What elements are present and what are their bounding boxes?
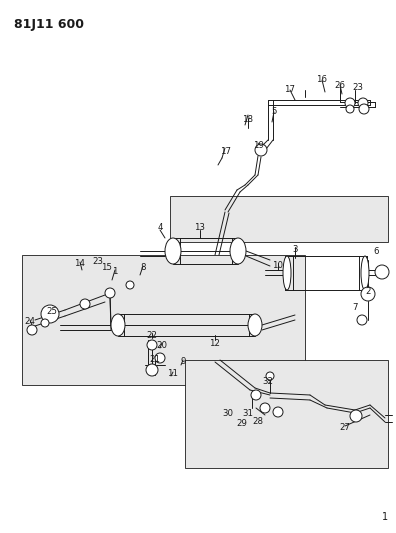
Polygon shape [185, 360, 388, 468]
Text: 18: 18 [242, 116, 253, 125]
Circle shape [41, 305, 59, 323]
Text: 23: 23 [93, 257, 103, 266]
Text: 21: 21 [150, 356, 160, 365]
Circle shape [255, 144, 267, 156]
Text: 1: 1 [112, 268, 118, 277]
Text: 3: 3 [292, 245, 298, 254]
Circle shape [266, 372, 274, 380]
Text: 7: 7 [352, 303, 358, 312]
Circle shape [155, 353, 165, 363]
Circle shape [80, 299, 90, 309]
Circle shape [375, 265, 389, 279]
Text: 10: 10 [272, 261, 284, 270]
Polygon shape [22, 255, 305, 385]
Text: 14: 14 [74, 260, 86, 269]
Circle shape [251, 390, 261, 400]
Text: 20: 20 [156, 341, 168, 350]
Circle shape [41, 319, 49, 327]
Circle shape [273, 407, 283, 417]
Circle shape [105, 288, 115, 298]
Text: 2: 2 [365, 287, 371, 296]
Text: 27: 27 [339, 424, 350, 432]
Text: 4: 4 [157, 223, 163, 232]
Circle shape [126, 281, 134, 289]
Text: 26: 26 [335, 80, 345, 90]
Ellipse shape [230, 238, 246, 264]
Circle shape [146, 364, 158, 376]
Ellipse shape [165, 238, 181, 264]
Circle shape [361, 287, 375, 301]
Polygon shape [170, 196, 388, 242]
Circle shape [260, 403, 270, 413]
Text: 5: 5 [271, 108, 277, 117]
Text: 13: 13 [194, 223, 206, 232]
Circle shape [358, 98, 368, 108]
Text: 31: 31 [242, 408, 253, 417]
Text: 24: 24 [25, 318, 36, 327]
Text: 9: 9 [180, 358, 186, 367]
Text: 17: 17 [221, 148, 232, 157]
Text: 11: 11 [168, 369, 179, 378]
Text: 25: 25 [46, 308, 57, 317]
Ellipse shape [248, 314, 262, 336]
Text: 8: 8 [140, 263, 146, 272]
Circle shape [345, 98, 355, 108]
Circle shape [350, 410, 362, 422]
Circle shape [359, 104, 369, 114]
Text: 23: 23 [352, 84, 364, 93]
Circle shape [357, 315, 367, 325]
Text: 29: 29 [236, 419, 248, 429]
Circle shape [147, 340, 157, 350]
Ellipse shape [361, 256, 369, 290]
Text: 16: 16 [316, 76, 327, 85]
Circle shape [346, 105, 354, 113]
Text: 19: 19 [253, 141, 263, 149]
Text: 1: 1 [382, 512, 388, 522]
Text: 81J11 600: 81J11 600 [14, 18, 84, 31]
Text: 17: 17 [284, 85, 295, 94]
Text: 28: 28 [253, 417, 263, 426]
Text: 30: 30 [223, 408, 234, 417]
Text: 6: 6 [373, 247, 379, 256]
Text: 32: 32 [263, 377, 274, 386]
Circle shape [27, 325, 37, 335]
Ellipse shape [283, 256, 291, 290]
Ellipse shape [111, 314, 125, 336]
Text: 12: 12 [209, 338, 221, 348]
Text: 15: 15 [101, 263, 112, 272]
Text: 22: 22 [147, 330, 158, 340]
